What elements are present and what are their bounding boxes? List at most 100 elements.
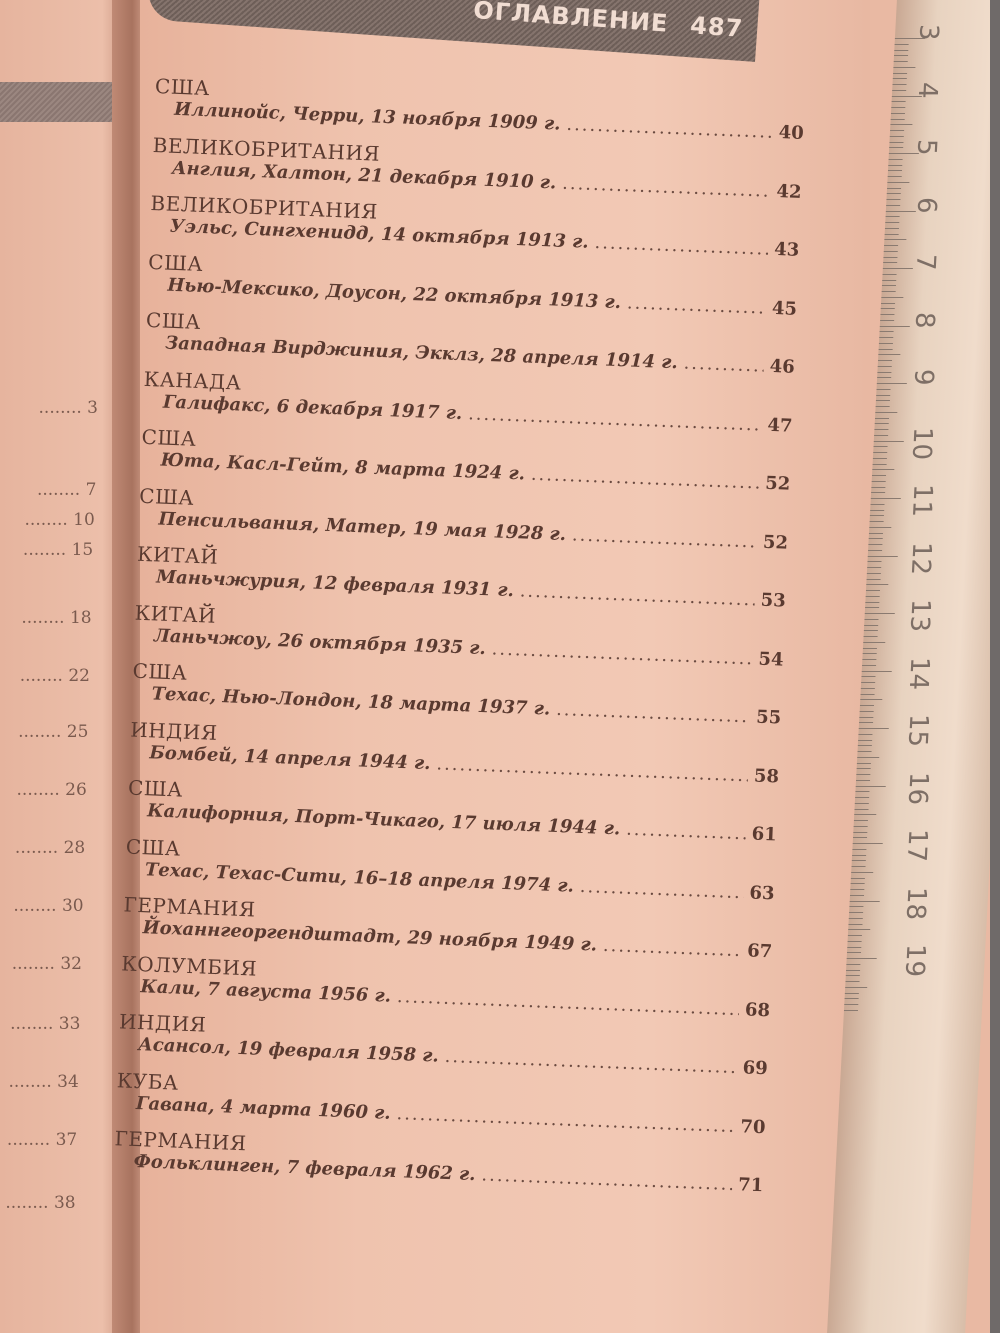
ruler-tick — [850, 883, 865, 885]
ruler-tick — [855, 791, 870, 793]
ruler-number: 16 — [901, 771, 934, 805]
ruler-tick — [846, 963, 861, 965]
ruler-tick — [874, 429, 889, 430]
ruler-tick — [893, 72, 908, 74]
ruler-tick — [862, 659, 877, 660]
ruler-tick — [891, 101, 906, 103]
ruler-tick — [849, 906, 864, 908]
ruler-number: 7 — [909, 254, 941, 271]
ruler-tick — [892, 89, 907, 91]
left-page-number: ........ 37 — [6, 1130, 78, 1150]
ruler-tick — [868, 549, 883, 551]
ruler-tick — [877, 365, 892, 367]
ruler-tick — [845, 986, 868, 988]
ruler-tick — [864, 613, 895, 614]
toc-leader-dots — [627, 291, 767, 320]
ruler-tick — [853, 820, 868, 821]
ruler-tick — [859, 722, 874, 724]
ruler-tick — [854, 802, 869, 804]
ruler-tick — [861, 670, 892, 672]
left-page-number: ........ 10 — [24, 510, 95, 530]
ruler-tick — [869, 521, 884, 522]
toc-page-number: 69 — [742, 1057, 769, 1080]
ruler-tick — [876, 394, 891, 396]
ruler-tick — [861, 676, 876, 678]
ruler-tick — [859, 705, 874, 706]
ruler-tick — [846, 958, 877, 959]
ruler-tick — [881, 291, 896, 292]
ruler-tick — [884, 245, 899, 246]
ruler-tick — [862, 653, 877, 655]
ruler-tick — [865, 607, 880, 609]
ruler-number: 13 — [903, 599, 936, 633]
ruler-number: 19 — [898, 944, 931, 978]
ruler-tick — [863, 636, 878, 637]
ruler-tick — [847, 946, 862, 948]
ruler-tick — [887, 170, 903, 172]
ruler-tick — [849, 900, 880, 902]
ruler-tick — [862, 647, 877, 649]
ruler-tick — [869, 515, 884, 517]
ruler-tick — [884, 227, 899, 229]
ruler-tick — [851, 871, 874, 873]
ruler-tick — [849, 894, 865, 896]
ruler-tick — [889, 147, 904, 149]
ruler-number: 14 — [902, 656, 935, 690]
ruler-tick — [857, 756, 880, 758]
toc-page-number: 67 — [746, 940, 773, 963]
ruler-tick — [878, 354, 901, 356]
ruler-tick — [880, 319, 895, 321]
ruler-tick — [862, 664, 877, 666]
ruler-tick — [863, 630, 878, 632]
ruler-number: 10 — [906, 426, 938, 460]
ruler-tick — [854, 814, 877, 816]
ruler-tick — [844, 992, 859, 994]
toc-page-number: 40 — [778, 122, 805, 144]
ruler-tick — [860, 693, 875, 695]
left-page-number: ........ 22 — [19, 666, 90, 686]
ruler-tick — [849, 912, 864, 913]
toc-page-number: 71 — [737, 1174, 764, 1197]
ruler-tick — [893, 55, 909, 57]
ruler-tick — [888, 158, 903, 160]
ruler-tick — [866, 572, 881, 574]
ruler-tick — [867, 567, 882, 568]
ruler-tick — [882, 279, 897, 281]
ruler-tick — [868, 538, 883, 540]
ruler-tick — [856, 779, 871, 781]
left-page-number: ........ 15 — [22, 540, 94, 560]
ruler-tick — [843, 1009, 859, 1011]
ruler-number: 17 — [900, 829, 933, 863]
left-header-band — [0, 82, 112, 122]
ruler-tick — [866, 578, 881, 580]
ruler-tick — [854, 808, 869, 810]
ruler-tick — [883, 250, 898, 252]
ruler-number: 9 — [907, 369, 939, 386]
ruler-tick — [870, 509, 885, 511]
toc-page-number: 70 — [740, 1115, 766, 1138]
toc-page-number: 61 — [751, 823, 778, 846]
ruler-tick — [857, 751, 872, 752]
ruler-tick — [872, 463, 887, 465]
ruler-tick — [875, 411, 898, 413]
toc-page-number: 63 — [749, 881, 775, 904]
ruler-tick — [871, 475, 887, 476]
toc-leader-dots — [579, 874, 744, 904]
toc-leader-dots — [683, 352, 764, 379]
ruler-tick — [850, 877, 865, 879]
toc-page-number: 46 — [769, 355, 796, 378]
ruler-tick — [855, 785, 886, 787]
ruler-tick — [869, 526, 892, 528]
toc-page-number: 43 — [773, 238, 800, 261]
ruler-tick — [878, 342, 893, 344]
ruler-tick — [858, 728, 889, 729]
ruler-tick — [872, 469, 895, 471]
ruler-tick — [883, 256, 898, 258]
ruler-tick — [894, 43, 909, 45]
ruler-tick — [875, 400, 890, 402]
ruler-tick — [865, 595, 880, 597]
ruler-number: 12 — [904, 541, 937, 575]
ruler-tick — [879, 325, 910, 327]
header-title: ОГЛАВЛЕНИЕ — [472, 0, 670, 38]
ruler-tick — [886, 204, 901, 206]
